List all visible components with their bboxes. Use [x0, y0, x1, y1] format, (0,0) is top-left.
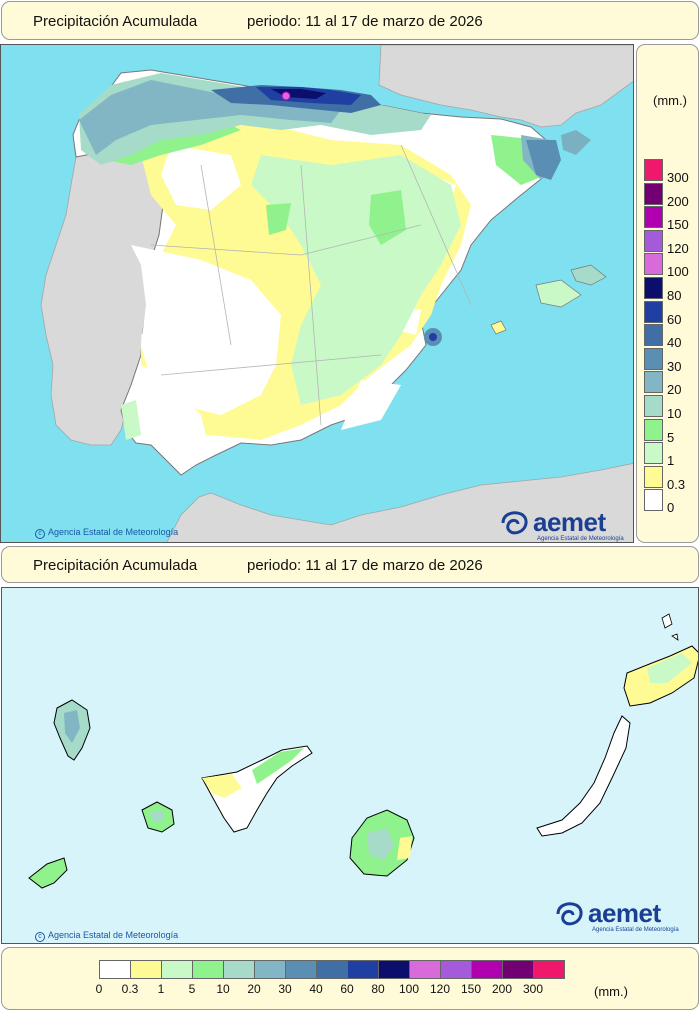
- legend-label-5: 5: [188, 982, 196, 996]
- legend-label-60: 60: [667, 311, 682, 327]
- legend-label-80: 80: [371, 982, 385, 996]
- legend-label-0.3: 0.3: [667, 476, 686, 492]
- legend-label-100: 100: [667, 264, 689, 280]
- title-label: Precipitación Acumulada: [33, 557, 198, 574]
- legend-label-60: 60: [340, 982, 354, 996]
- legend-vertical: (mm.) 0 0.3 1 5 10 20 30 40 60 80 100 120 150 200 300: [636, 44, 699, 543]
- legend-label-120: 120: [667, 240, 689, 256]
- title-period: periodo: 11 al 17 de marzo de 2026: [247, 13, 483, 30]
- legend-label-300: 300: [667, 170, 689, 185]
- aemet-swirl-icon: [556, 902, 583, 926]
- legend-swatch-200: [502, 960, 534, 979]
- title-bar-canarias: Precipitación Acumulada periodo: 11 al 1…: [1, 546, 699, 583]
- legend-swatch-100: [644, 253, 663, 276]
- canarias-map: c Agencia Estatal de Meteorología aemet A…: [1, 587, 699, 944]
- legend-swatch-1: [161, 960, 193, 979]
- legend-horizontal: 0 0.3 1 5 10 20 30 40 60 80 100 120 150 200 300 (mm.): [1, 947, 699, 1010]
- legend-swatch-300: [644, 159, 663, 181]
- legend-label-30: 30: [278, 982, 292, 996]
- legend-label-0: 0: [95, 982, 103, 996]
- legend-swatch-0.3: [644, 465, 663, 488]
- copyright-canarias: c Agencia Estatal de Meteorología: [35, 930, 178, 942]
- legend-swatch-0: [99, 960, 131, 979]
- copyright-peninsula: c Agencia Estatal de Meteorología: [35, 527, 178, 539]
- legend-swatch-40: [644, 324, 663, 347]
- legend-swatch-300: [533, 960, 565, 979]
- legend-swatch-20: [644, 371, 663, 394]
- legend-swatch-10: [223, 960, 255, 979]
- legend-swatch-100: [409, 960, 441, 979]
- legend-label-150: 150: [667, 217, 689, 233]
- legend-swatch-60: [347, 960, 379, 979]
- legend-swatch-120: [440, 960, 472, 979]
- legend-label-30: 30: [667, 358, 682, 374]
- legend-swatch-5: [644, 418, 663, 441]
- legend-label-20: 20: [667, 382, 682, 398]
- legend-swatch-10: [644, 395, 663, 417]
- copyright-icon: c: [35, 529, 45, 539]
- title-label: Precipitación Acumulada: [33, 13, 198, 30]
- legend-swatch-200: [644, 182, 663, 205]
- legend-swatch-0.3: [130, 960, 162, 979]
- legend-swatch-40: [316, 960, 348, 979]
- legend-label-200: 200: [491, 982, 513, 996]
- aemet-subtitle: Agencia Estatal de Meteorología: [537, 536, 624, 542]
- aemet-swirl-icon: [501, 511, 528, 535]
- copyright-text: Agencia Estatal de Meteorología: [48, 527, 179, 537]
- legend-label-300: 300: [522, 982, 544, 996]
- legend-label-80: 80: [667, 288, 682, 303]
- title-bar-peninsula: Precipitación Acumulada periodo: 11 al 1…: [1, 1, 699, 40]
- title-period: periodo: 11 al 17 de marzo de 2026: [247, 557, 483, 574]
- aemet-wordmark: aemet: [588, 898, 661, 928]
- legend-label-150: 150: [460, 982, 482, 996]
- legend-swatch-0: [644, 489, 663, 512]
- legend-label-1: 1: [157, 982, 165, 996]
- legend-swatch-60: [644, 300, 663, 323]
- legend-label-0.3: 0.3: [121, 982, 139, 996]
- legend-label-0: 0: [667, 500, 675, 516]
- legend-swatch-150: [471, 960, 503, 979]
- copyright-icon: c: [35, 932, 45, 942]
- legend-label-20: 20: [247, 982, 261, 996]
- aemet-subtitle: Agencia Estatal de Meteorología: [592, 927, 679, 933]
- canarias-map-svg: [2, 588, 698, 943]
- copyright-text: Agencia Estatal de Meteorología: [48, 930, 179, 940]
- legend-swatch-20: [254, 960, 286, 979]
- legend-label-5: 5: [667, 429, 675, 445]
- legend-swatch-30: [644, 347, 663, 370]
- legend-label-10: 10: [667, 406, 682, 421]
- legend-swatch-1: [644, 442, 663, 465]
- legend-unit: (mm.): [594, 984, 628, 999]
- legend-label-10: 10: [216, 982, 230, 996]
- legend-unit: (mm.): [653, 93, 687, 108]
- aemet-wordmark: aemet: [533, 507, 606, 537]
- legend-swatch-80: [644, 277, 663, 299]
- legend-label-40: 40: [309, 982, 323, 996]
- legend-swatch-150: [644, 206, 663, 229]
- peninsula-map-svg: [1, 45, 633, 542]
- peninsula-map: c Agencia Estatal de Meteorología aemet A…: [0, 44, 634, 543]
- legend-swatch-5: [192, 960, 224, 979]
- legend-swatch-80: [378, 960, 410, 979]
- legend-swatch-120: [644, 229, 663, 252]
- legend-swatch-30: [285, 960, 317, 979]
- legend-label-1: 1: [667, 453, 675, 469]
- legend-label-40: 40: [667, 335, 682, 351]
- legend-label-100: 100: [398, 982, 420, 996]
- legend-label-120: 120: [429, 982, 451, 996]
- legend-label-200: 200: [667, 193, 689, 209]
